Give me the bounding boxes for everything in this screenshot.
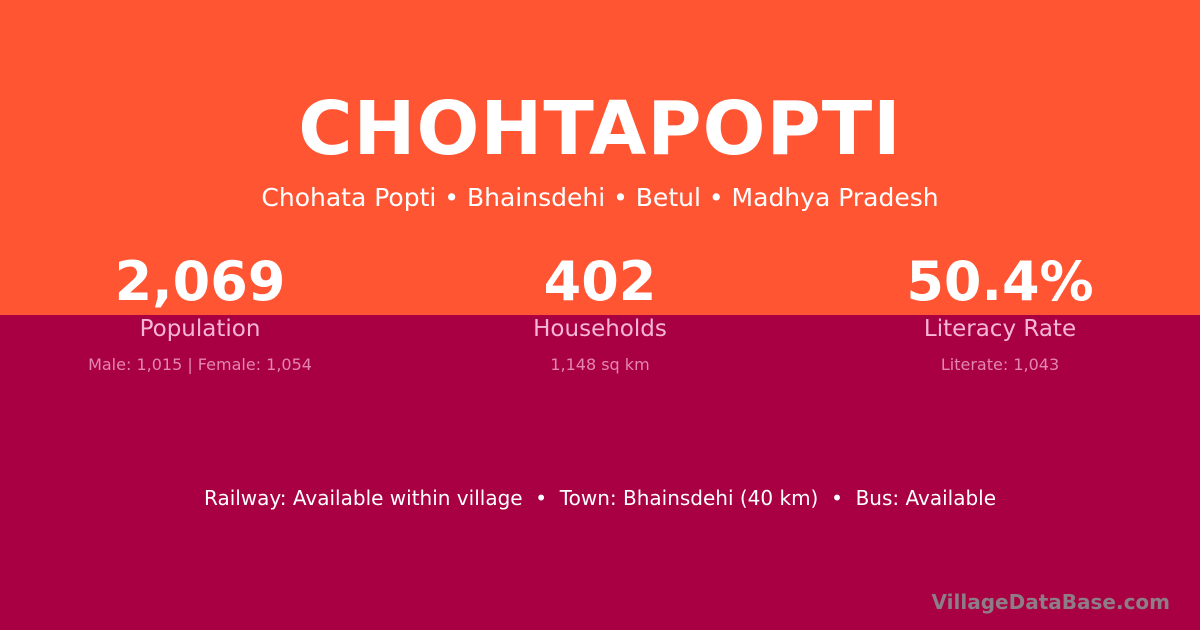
village-title: CHOHTAPOPTI: [298, 86, 902, 172]
brand-watermark: VillageDataBase.com: [931, 590, 1170, 614]
stat-detail: 1,148 sq km: [550, 355, 650, 374]
stat-label: Population: [139, 316, 261, 342]
stat-label: Households: [533, 316, 667, 342]
body-band: [0, 315, 1200, 630]
header-band: [0, 0, 1200, 315]
stat-value: 2,069: [114, 250, 286, 313]
location-breadcrumb: Chohata Popti • Bhainsdehi • Betul • Mad…: [261, 183, 939, 212]
stat-detail: Literate: 1,043: [940, 355, 1060, 374]
stat-value: 50.4%: [906, 250, 1094, 313]
stat-value: 402: [543, 250, 657, 313]
stat-detail: Male: 1,015 | Female: 1,054: [88, 355, 312, 374]
stat-label: Literacy Rate: [923, 316, 1077, 342]
access-info: Railway: Available within village • Town…: [203, 486, 997, 510]
